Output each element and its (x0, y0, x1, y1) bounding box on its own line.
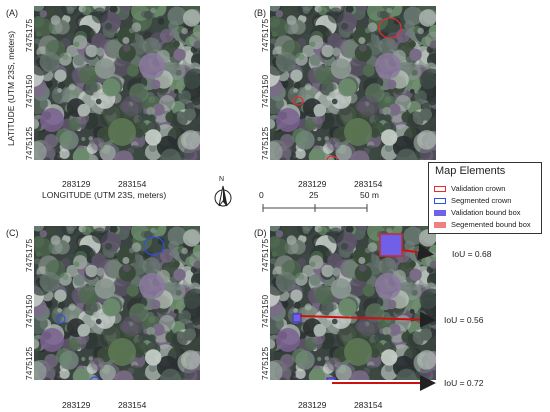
x-tick-d-1: 283129 (298, 400, 327, 410)
panel-label-a: (A) (6, 8, 18, 18)
segmented-crown-1 (143, 236, 165, 256)
legend-label: Validation crown (451, 184, 506, 193)
north-label: N (219, 176, 225, 183)
panel-label-b: (B) (254, 8, 266, 18)
scale-label-25: 25 (309, 190, 319, 200)
iou-label-1: IoU = 0.68 (452, 249, 492, 259)
x-tick-b-1: 283129 (298, 179, 327, 189)
bounding-box-3 (326, 377, 336, 380)
iou-label-3: IoU = 0.72 (444, 378, 484, 388)
legend-swatch-validation-crown (434, 185, 446, 192)
legend-label: Segmented crown (451, 196, 512, 205)
legend-item-segmented-crown: Segmented crown (434, 196, 511, 205)
y-tick-a-2: 7475150 (24, 74, 34, 108)
legend-label: Segemented bound box (451, 220, 531, 229)
y-tick-d-2: 7475150 (260, 294, 270, 328)
canopy-image-c (34, 226, 200, 380)
y-tick-c-1: 7475175 (24, 238, 34, 272)
scale-label-0: 0 (259, 190, 264, 200)
segmented-crown-2 (56, 314, 66, 324)
y-tick-a-3: 7475125 (24, 126, 34, 160)
y-tick-d-3: 7475125 (260, 346, 270, 380)
y-tick-c-2: 7475150 (24, 294, 34, 328)
y-tick-b-2: 7475150 (260, 74, 270, 108)
bounding-box-1 (379, 233, 403, 257)
canopy-image-b (270, 6, 436, 160)
legend-item-segmented-bbox: Segemented bound box (434, 220, 531, 229)
validation-crown-3 (326, 155, 338, 160)
y-tick-d-1: 7475175 (260, 238, 270, 272)
legend-swatch-segmented-crown (434, 197, 446, 204)
canopy-image-a (34, 6, 200, 160)
y-tick-c-3: 7475125 (24, 346, 34, 380)
canopy-image-d (270, 226, 436, 380)
x-tick-c-2: 283154 (118, 400, 147, 410)
scale-bar (262, 198, 372, 218)
validation-crown-1 (378, 17, 402, 39)
map-legend: Map Elements Validation crown Segmented … (428, 162, 542, 234)
north-arrow: N (210, 176, 236, 212)
panel-label-d: (D) (254, 228, 267, 238)
x-tick-a-1: 283129 (62, 179, 91, 189)
scale-label-50: 50 m (360, 190, 379, 200)
y-tick-b-3: 7475125 (260, 126, 270, 160)
x-tick-c-1: 283129 (62, 400, 91, 410)
y-axis-title: LATITUDE (UTM 23S, meters) (6, 30, 16, 146)
x-tick-a-2: 283154 (118, 179, 147, 189)
segmented-crown-3 (89, 376, 101, 380)
bounding-box-2 (292, 313, 302, 323)
iou-label-2: IoU = 0.56 (444, 315, 484, 325)
validation-crown-2 (292, 96, 304, 106)
legend-label: Validation bound box (451, 208, 521, 217)
x-tick-d-2: 283154 (354, 400, 383, 410)
legend-title: Map Elements (435, 165, 506, 177)
legend-swatch-validation-bbox (434, 209, 446, 216)
north-arrow-icon (214, 185, 232, 207)
x-tick-b-2: 283154 (354, 179, 383, 189)
legend-swatch-segmented-bbox (434, 221, 446, 228)
y-tick-b-1: 7475175 (260, 18, 270, 52)
x-axis-title: LONGITUDE (UTM 23S, meters) (42, 190, 167, 200)
y-tick-a-1: 7475175 (24, 18, 34, 52)
scale-bar-graphic (262, 204, 368, 212)
panel-label-c: (C) (6, 228, 19, 238)
legend-item-validation-bbox: Validation bound box (434, 208, 521, 217)
legend-item-validation-crown: Validation crown (434, 184, 505, 193)
